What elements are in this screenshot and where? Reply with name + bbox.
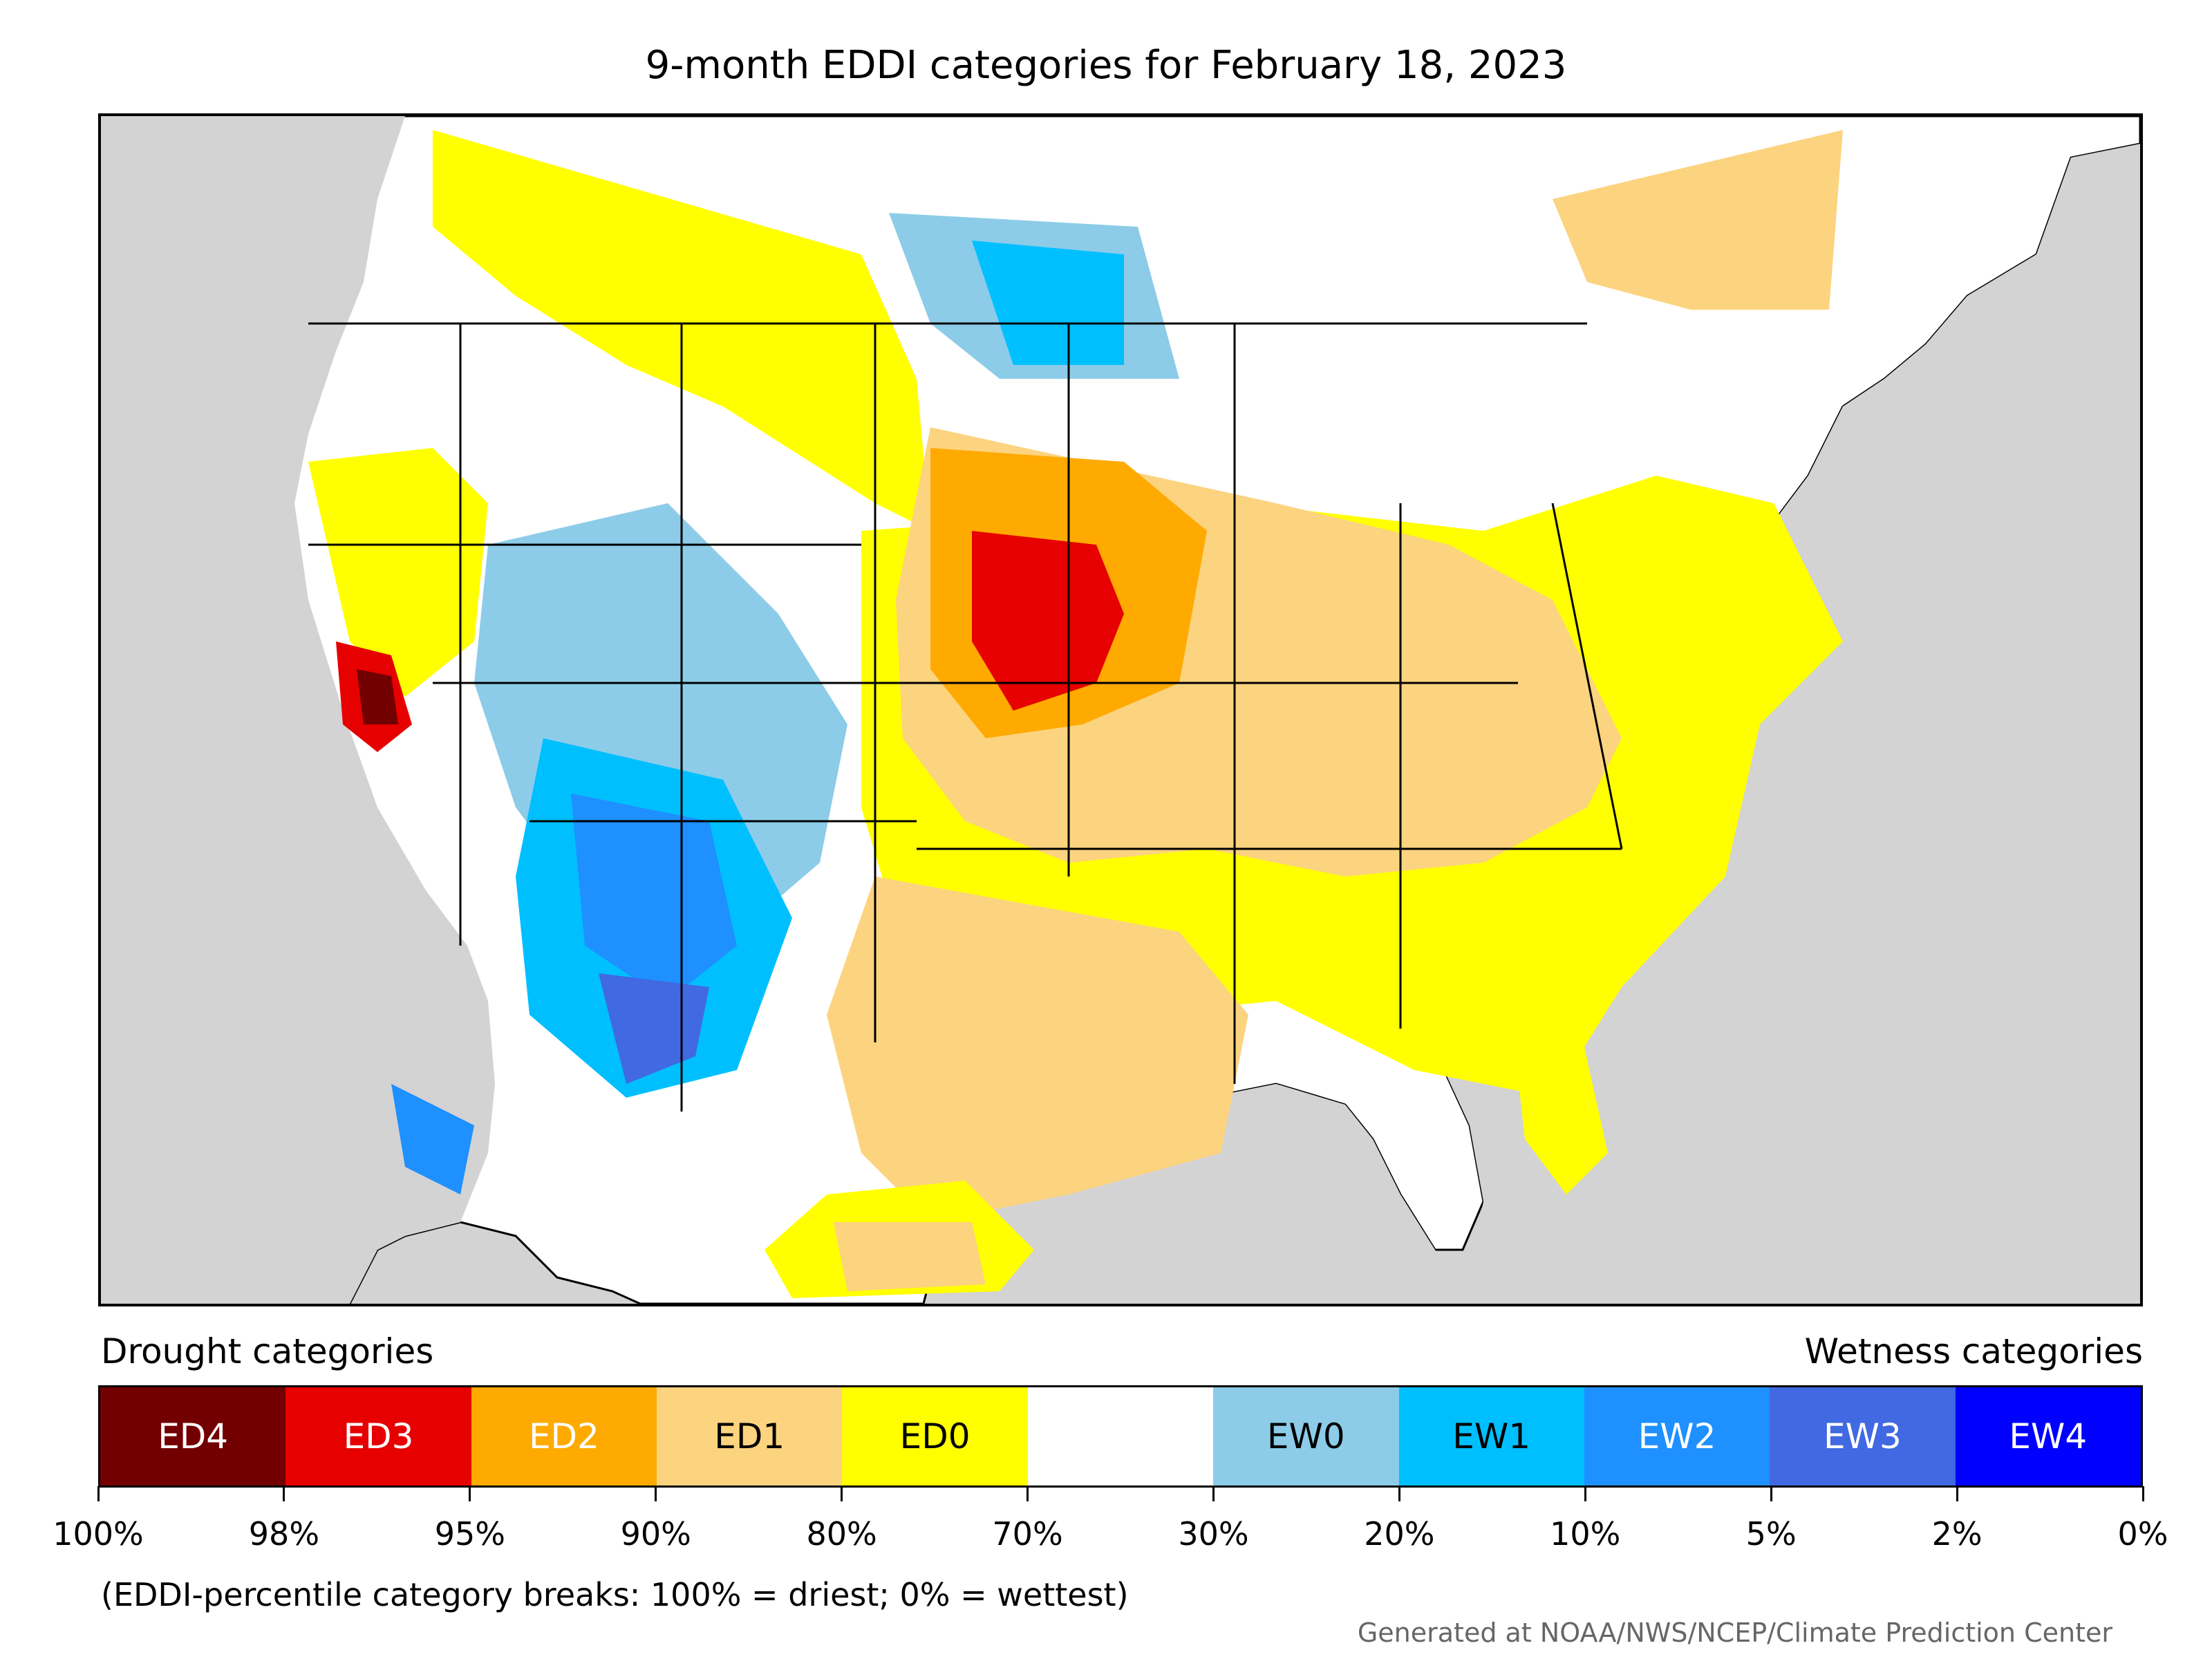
legend-swatch-ew4: EW4 bbox=[1955, 1387, 2141, 1485]
colorbar-tick bbox=[1770, 1486, 1772, 1501]
colorbar-tick-label: 70% bbox=[992, 1515, 1063, 1553]
colorbar-tick bbox=[283, 1486, 285, 1501]
legend-swatch-ew1: EW1 bbox=[1398, 1387, 1584, 1485]
colorbar-tick-label: 98% bbox=[248, 1515, 320, 1553]
colorbar-tick bbox=[469, 1486, 471, 1501]
colorbar-tick bbox=[1398, 1486, 1400, 1501]
colorbar-tick-label: 0% bbox=[2117, 1515, 2168, 1553]
colorbar-tick bbox=[1027, 1486, 1029, 1501]
colorbar-tick-label: 10% bbox=[1550, 1515, 1621, 1553]
colorbar-tick-label: 80% bbox=[806, 1515, 877, 1553]
colorbar-tick-label: 90% bbox=[620, 1515, 691, 1553]
colorbar-tick bbox=[1956, 1486, 1958, 1501]
legend-swatch-ed3: ED3 bbox=[285, 1387, 471, 1485]
drought-areas bbox=[308, 130, 1843, 1298]
colorbar-tick bbox=[2141, 1486, 2144, 1501]
colorbar-tick bbox=[655, 1486, 657, 1501]
category-colorbar: ED4 ED3 ED2 ED1 ED0 EW0 EW1 EW2 EW3 EW4 bbox=[98, 1385, 2143, 1488]
colorbar-tick-label: 2% bbox=[1931, 1515, 1983, 1553]
map-canvas bbox=[101, 116, 2140, 1304]
colorbar-tick-label: 100% bbox=[53, 1515, 144, 1553]
legend-swatch-ew3: EW3 bbox=[1770, 1387, 1956, 1485]
legend-swatch-ed0: ED0 bbox=[842, 1387, 1028, 1485]
wet-areas bbox=[391, 213, 1179, 1194]
legend-swatch-none bbox=[1027, 1387, 1214, 1485]
credit-text: Generated at NOAA/NWS/NCEP/Climate Predi… bbox=[1357, 1618, 2112, 1648]
political-boundaries bbox=[308, 322, 1623, 1112]
colorbar-tick-label: 30% bbox=[1178, 1515, 1249, 1553]
legend-swatch-ed2: ED2 bbox=[471, 1387, 657, 1485]
colorbar-tick-label: 5% bbox=[1745, 1515, 1797, 1553]
colorbar-ticks bbox=[97, 1486, 2144, 1514]
pacific-ocean bbox=[101, 116, 495, 1304]
wetness-categories-heading: Wetness categories bbox=[1804, 1331, 2143, 1371]
legend-swatch-ew2: EW2 bbox=[1584, 1387, 1770, 1485]
eddi-map bbox=[98, 113, 2143, 1306]
colorbar-tick-label: 20% bbox=[1364, 1515, 1435, 1553]
colorbar-tick bbox=[1584, 1486, 1586, 1501]
map-title: 9-month EDDI categories for February 18,… bbox=[645, 43, 1567, 88]
legend-swatch-ew0: EW0 bbox=[1213, 1387, 1399, 1485]
legend-swatch-ed1: ED1 bbox=[657, 1387, 843, 1485]
drought-categories-heading: Drought categories bbox=[101, 1331, 434, 1371]
legend-swatch-ed4: ED4 bbox=[100, 1387, 286, 1485]
colorbar-tick bbox=[97, 1486, 100, 1501]
colorbar-tick bbox=[841, 1486, 843, 1501]
category-note: (EDDI-percentile category breaks: 100% =… bbox=[101, 1576, 1129, 1613]
colorbar-tick-label: 95% bbox=[434, 1515, 505, 1553]
atlantic-ocean bbox=[1428, 144, 2140, 1304]
colorbar-tick bbox=[1212, 1486, 1215, 1501]
